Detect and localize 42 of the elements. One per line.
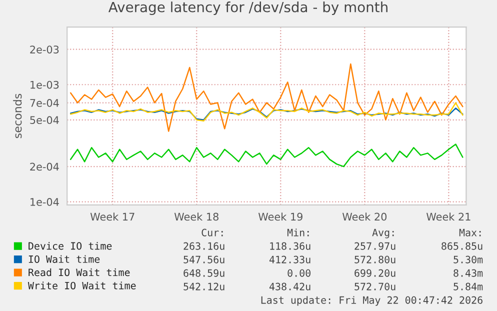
y-tick-label: 1e-03 [30, 80, 59, 89]
text: 0.00 [288, 269, 310, 277]
x-tick-label: Week 17 [90, 212, 134, 221]
y-tick-label: 7e-04 [30, 99, 59, 107]
text: Min: [287, 228, 309, 236]
line-series [70, 108, 464, 121]
legend-label: Read IO Wait time [28, 268, 130, 276]
text: Avg: [372, 228, 394, 238]
text: 5.30m [454, 256, 483, 264]
x-tick-label: Week 20 [342, 212, 387, 221]
text: 542.12u [184, 282, 224, 290]
text: 572.80u [354, 256, 396, 264]
text: 118.36u [270, 242, 310, 250]
text: 8.43m [454, 269, 483, 277]
text: 648.59u [184, 269, 224, 277]
text: 572.70u [354, 282, 396, 290]
y-tick-label: 2e-03 [30, 46, 59, 54]
text: 263.16u [184, 242, 224, 250]
text: Max: [459, 228, 481, 236]
line-series [70, 144, 464, 168]
text: 438.42u [269, 282, 310, 290]
chart-title: Average latency for /dev/sda - by month [108, 2, 388, 15]
y-tick-label: 2e-04 [30, 162, 59, 171]
text: 547.56u [184, 256, 224, 264]
y-axis-title: seconds [13, 94, 22, 138]
text: 699.20u [354, 269, 396, 277]
x-tick-label: Week 19 [258, 212, 302, 221]
text: 5.84m [454, 282, 483, 290]
y-tick-label: 1e-04 [30, 198, 59, 206]
x-tick-label: Week 18 [174, 212, 218, 221]
legend-label: Write IO Wait time [28, 282, 136, 290]
x-tick-label: Week 21 [426, 212, 470, 221]
legend-label: Device IO time [28, 242, 112, 250]
text: 865.85u [442, 242, 482, 250]
text: Last update: Fri May 22 00:47:42 2026 [261, 296, 482, 306]
text: 257.97u [354, 242, 396, 250]
y-tick-label: 5e-04 [30, 116, 59, 124]
text: 412.33u [269, 256, 310, 264]
line-series [70, 102, 464, 122]
legend-label: IO Wait time [28, 255, 100, 263]
line-series [70, 63, 464, 132]
text: Cur: [202, 228, 223, 236]
